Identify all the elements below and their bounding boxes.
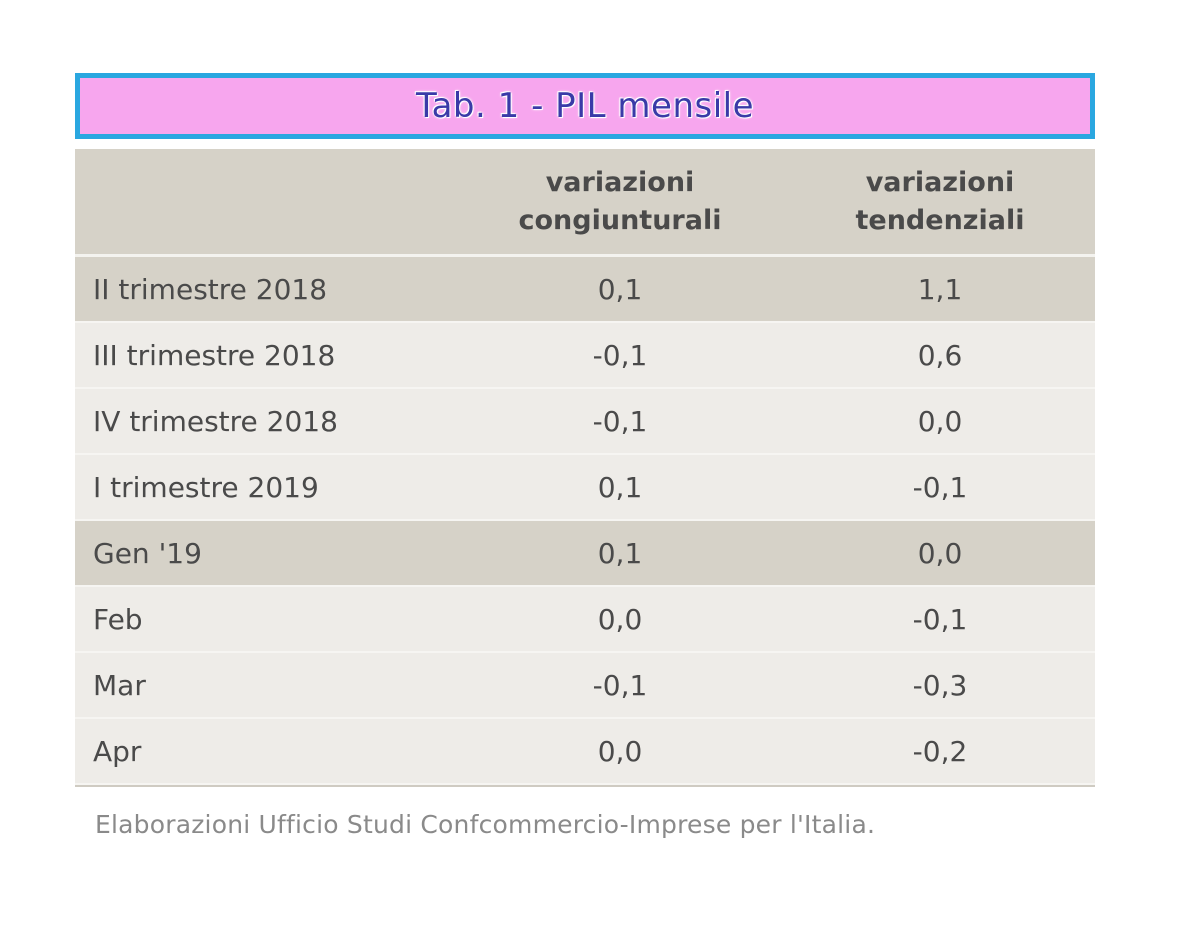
row-label: II trimestre 2018: [93, 272, 328, 306]
header-label-column: [75, 149, 455, 254]
cell-congiunturali: -0,1: [592, 404, 648, 438]
cell-congiunturali: 0,1: [597, 536, 643, 570]
table-row: Gen '19 0,1 0,0: [75, 521, 1095, 587]
cell-congiunturali: -0,1: [592, 338, 648, 372]
table-row: I trimestre 2019 0,1 -0,1: [75, 455, 1095, 521]
table-row: Mar -0,1 -0,3: [75, 653, 1095, 719]
row-label: Mar: [93, 668, 146, 702]
row-label: Feb: [93, 602, 143, 636]
cell-tendenziali: 0,0: [917, 536, 963, 570]
row-label: IV trimestre 2018: [93, 404, 338, 438]
cell-tendenziali: -0,3: [912, 668, 968, 702]
row-label: Apr: [93, 734, 142, 768]
cell-congiunturali: 0,1: [597, 272, 643, 306]
cell-tendenziali: -0,1: [912, 470, 968, 504]
row-label: III trimestre 2018: [93, 338, 336, 372]
header-tendenziali-line1: variazioni: [865, 166, 1015, 198]
table-row: Feb 0,0 -0,1: [75, 587, 1095, 653]
source-note: Elaborazioni Ufficio Studi Confcommercio…: [95, 810, 876, 839]
header-congiunturali-line1: variazioni: [545, 166, 695, 198]
table-header-row: variazioni congiunturali variazioni tend…: [75, 149, 1095, 257]
header-congiunturali: variazioni congiunturali: [455, 149, 785, 254]
table-bottom-divider: [75, 785, 1095, 787]
header-congiunturali-line2: congiunturali: [518, 204, 722, 236]
cell-tendenziali: 0,0: [917, 404, 963, 438]
cell-tendenziali: 0,6: [917, 338, 963, 372]
header-tendenziali-line2: tendenziali: [855, 204, 1025, 236]
cell-congiunturali: 0,0: [597, 734, 643, 768]
table-title: Tab. 1 - PIL mensile: [415, 86, 755, 126]
cell-congiunturali: 0,1: [597, 470, 643, 504]
pil-table: Tab. 1 - PIL mensile variazioni congiunt…: [75, 73, 1095, 787]
cell-tendenziali: -0,2: [912, 734, 968, 768]
table-row: IV trimestre 2018 -0,1 0,0: [75, 389, 1095, 455]
cell-tendenziali: 1,1: [917, 272, 963, 306]
row-label: Gen '19: [93, 536, 202, 570]
row-label: I trimestre 2019: [93, 470, 319, 504]
table-row: III trimestre 2018 -0,1 0,6: [75, 323, 1095, 389]
cell-congiunturali: -0,1: [592, 668, 648, 702]
table-row: Apr 0,0 -0,2: [75, 719, 1095, 785]
cell-tendenziali: -0,1: [912, 602, 968, 636]
header-tendenziali: variazioni tendenziali: [785, 149, 1095, 254]
cell-congiunturali: 0,0: [597, 602, 643, 636]
table-row: II trimestre 2018 0,1 1,1: [75, 257, 1095, 323]
table-title-bar: Tab. 1 - PIL mensile: [75, 73, 1095, 139]
